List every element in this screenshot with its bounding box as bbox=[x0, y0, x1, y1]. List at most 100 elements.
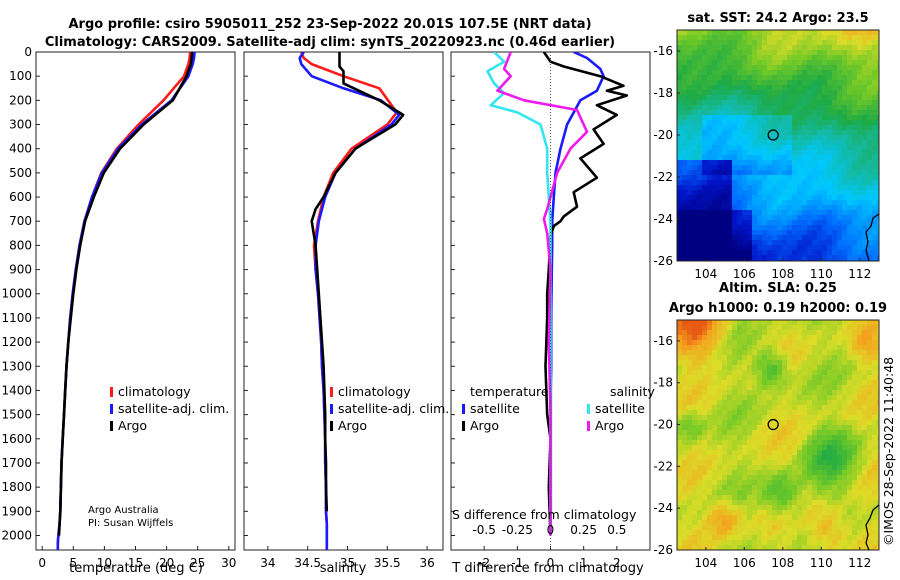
sla-cell bbox=[782, 380, 788, 386]
sst-cell bbox=[812, 205, 818, 211]
sla-cell bbox=[792, 460, 798, 466]
depth-tick-label: 1800 bbox=[1, 480, 32, 494]
sst-cell bbox=[722, 245, 728, 251]
sst-cell bbox=[827, 155, 833, 161]
map-xtick-label: 106 bbox=[733, 556, 756, 570]
sla-cell bbox=[767, 390, 773, 396]
sst-cell bbox=[752, 55, 758, 61]
sla-cell bbox=[822, 410, 828, 416]
sla-cell bbox=[792, 520, 798, 526]
sla-cell bbox=[752, 365, 758, 371]
sst-cell bbox=[862, 65, 868, 71]
sst-cell bbox=[692, 235, 698, 241]
sst-cell bbox=[757, 45, 763, 51]
sst-cell bbox=[762, 45, 768, 51]
sla-cell bbox=[727, 320, 733, 326]
sla-cell bbox=[732, 450, 738, 456]
sst-cell bbox=[837, 85, 843, 91]
sst-cell bbox=[817, 50, 823, 56]
sst-cell bbox=[797, 190, 803, 196]
sla-cell bbox=[852, 345, 858, 351]
sst-cell bbox=[742, 140, 748, 146]
sla-cell bbox=[732, 545, 738, 550]
sst-cell bbox=[807, 100, 813, 106]
sla-cell bbox=[872, 505, 878, 511]
legend-swatch-salinity-satellite bbox=[587, 404, 590, 414]
sst-cell bbox=[817, 120, 823, 126]
sst-cell bbox=[852, 250, 858, 256]
sla-cell bbox=[682, 385, 688, 391]
sla-cell bbox=[767, 465, 773, 471]
sla-cell bbox=[837, 455, 843, 461]
sst-cell bbox=[752, 215, 758, 221]
sst-cell bbox=[732, 240, 738, 246]
sla-cell bbox=[687, 515, 693, 521]
sla-cell bbox=[712, 330, 718, 336]
sst-cell bbox=[832, 215, 838, 221]
sla-cell bbox=[872, 350, 878, 356]
sst-cell bbox=[777, 230, 783, 236]
sst-cell bbox=[757, 155, 763, 161]
sst-cell bbox=[717, 85, 723, 91]
sst-cell bbox=[772, 100, 778, 106]
sla-cell bbox=[742, 405, 748, 411]
sst-cell bbox=[722, 120, 728, 126]
sst-cell bbox=[812, 115, 818, 121]
sla-cell bbox=[857, 470, 863, 476]
sst-cell bbox=[757, 225, 763, 231]
sst-cell bbox=[732, 190, 738, 196]
sst-cell bbox=[872, 60, 878, 66]
sst-cell bbox=[797, 165, 803, 171]
sla-map-axis: 104 106 108 110 112-16-18-20-22-24-26 bbox=[653, 334, 871, 570]
sst-cell bbox=[832, 60, 838, 66]
sst-cell bbox=[827, 215, 833, 221]
sst-cell bbox=[857, 155, 863, 161]
sst-cell bbox=[792, 90, 798, 96]
sst-cell bbox=[862, 235, 868, 241]
sla-cell bbox=[697, 440, 703, 446]
sla-cell bbox=[687, 465, 693, 471]
sst-cell bbox=[742, 190, 748, 196]
sst-cell bbox=[767, 90, 773, 96]
sst-cell bbox=[737, 75, 743, 81]
sla-cell bbox=[757, 445, 763, 451]
sla-cell bbox=[877, 485, 879, 491]
sst-cell bbox=[687, 190, 693, 196]
sla-cell bbox=[867, 335, 873, 341]
sla-cell bbox=[792, 370, 798, 376]
sst-cell bbox=[872, 85, 878, 91]
sst-cell bbox=[772, 60, 778, 66]
sst-cell bbox=[742, 210, 748, 216]
sst-cell bbox=[832, 165, 838, 171]
sla-cell bbox=[757, 380, 763, 386]
sst-cell bbox=[877, 140, 879, 146]
sla-cell bbox=[752, 460, 758, 466]
sla-cell bbox=[762, 375, 768, 381]
sla-cell bbox=[677, 470, 683, 476]
sst-cell bbox=[747, 215, 753, 221]
sst-cell bbox=[722, 70, 728, 76]
sla-cell bbox=[732, 420, 738, 426]
sla-cell bbox=[677, 360, 683, 366]
sst-cell bbox=[732, 95, 738, 101]
sst-cell bbox=[742, 75, 748, 81]
sst-cell bbox=[787, 125, 793, 131]
sst-cell bbox=[802, 140, 808, 146]
sla-cell bbox=[712, 495, 718, 501]
sst-cell bbox=[842, 240, 848, 246]
sla-cell bbox=[747, 430, 753, 436]
sla-cell bbox=[802, 545, 808, 550]
sst-cell bbox=[742, 225, 748, 231]
sla-cell bbox=[827, 370, 833, 376]
sst-cell bbox=[877, 145, 879, 151]
sst-cell bbox=[807, 130, 813, 136]
sla-cell bbox=[822, 370, 828, 376]
sla-cell bbox=[757, 475, 763, 481]
sla-cell bbox=[812, 425, 818, 431]
sla-cell bbox=[822, 430, 828, 436]
sla-cell bbox=[812, 365, 818, 371]
sla-cell bbox=[852, 385, 858, 391]
sst-cell bbox=[832, 155, 838, 161]
sst-cell bbox=[717, 255, 723, 261]
sla-cell bbox=[712, 540, 718, 546]
